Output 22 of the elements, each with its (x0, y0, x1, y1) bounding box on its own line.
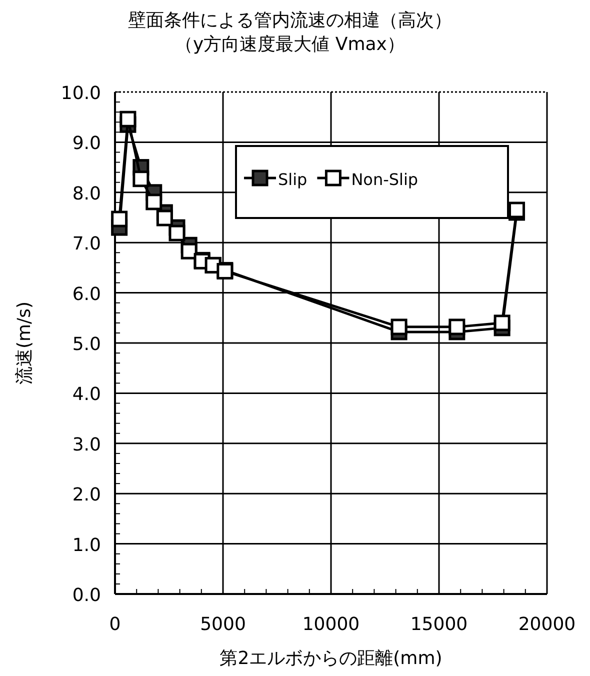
chart-title: 壁面条件による管内流速の相違（高次） (128, 10, 452, 31)
chart-subtitle: （y方向速度最大値 Vmax） (175, 34, 405, 55)
x-tick-label: 15000 (410, 614, 468, 635)
y-tick-label: 9.0 (72, 133, 101, 154)
legend-label: Non-Slip (351, 170, 418, 189)
y-tick-label: 6.0 (72, 284, 101, 305)
y-tick-label: 7.0 (72, 234, 101, 255)
y-tick-label: 8.0 (72, 183, 101, 204)
y-axis-title: 流速(m/s) (14, 301, 35, 385)
y-tick-label: 2.0 (72, 484, 101, 506)
x-tick-label: 5000 (200, 614, 246, 635)
x-tick-label: 0 (109, 614, 121, 635)
x-tick-label: 10000 (302, 614, 360, 635)
y-tick-label: 10.0 (60, 83, 101, 104)
y-tick-label: 5.0 (72, 334, 101, 355)
legend-label: Slip (278, 170, 308, 189)
x-axis-title: 第2エルボからの距離(mm) (220, 648, 442, 669)
x-tick-label: 20000 (518, 614, 576, 635)
y-tick-label: 4.0 (72, 384, 101, 406)
y-tick-label: 1.0 (72, 534, 101, 556)
y-tick-label: 3.0 (72, 434, 101, 456)
y-tick-label: 0.0 (72, 585, 101, 606)
